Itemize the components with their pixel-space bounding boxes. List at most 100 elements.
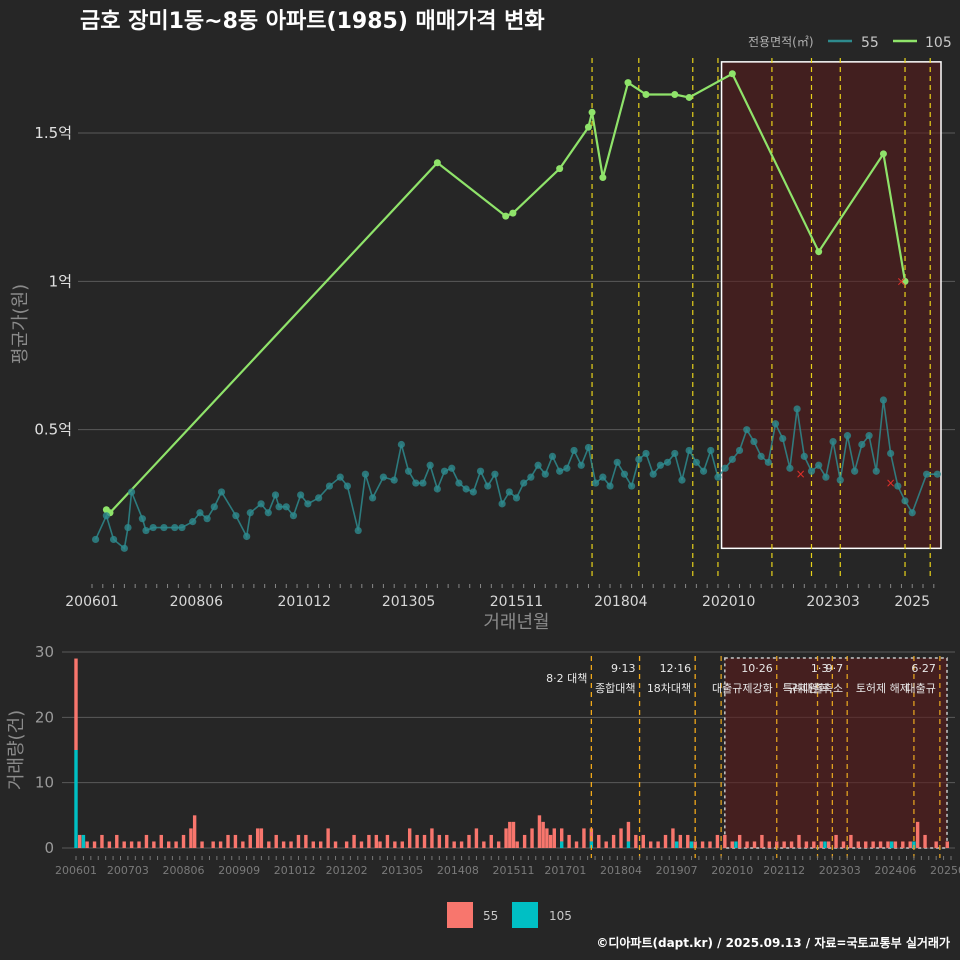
bar-55 [289, 841, 293, 848]
data-point-55 [426, 461, 434, 469]
y-tick-label: 0.5억 [34, 421, 72, 439]
bar-105 [626, 841, 631, 848]
data-point-55 [412, 479, 420, 487]
data-point-55 [109, 535, 118, 544]
data-point-55 [836, 476, 844, 484]
bar-105 [734, 841, 738, 848]
legend-bottom: 55 105 [447, 902, 572, 928]
data-point-55 [257, 500, 265, 508]
bar-55 [311, 841, 315, 848]
bar-55 [259, 828, 264, 848]
data-point-55 [887, 449, 895, 458]
bar-55 [626, 821, 631, 842]
bar-55 [437, 834, 442, 848]
bar-55 [92, 841, 97, 848]
x-tick-label: 201804 [600, 864, 642, 877]
bar-55 [189, 828, 193, 848]
bar-55 [723, 834, 727, 848]
min-marker: × [886, 476, 896, 490]
bar-55 [248, 834, 252, 848]
data-point-105 [556, 165, 564, 173]
data-point-55 [149, 523, 157, 532]
data-point-55 [757, 452, 765, 460]
data-point-55 [743, 426, 751, 434]
legend-bottom-swatch-55 [447, 902, 473, 928]
bar-55 [445, 834, 449, 848]
y-tick-label: 30 [35, 643, 54, 661]
bar-55 [100, 834, 104, 848]
x-tick-label: 201012 [278, 594, 331, 610]
bar-55 [226, 834, 230, 848]
data-point-55 [534, 461, 542, 469]
data-point-55 [721, 464, 729, 472]
bar-55 [775, 841, 779, 848]
bar-55 [641, 834, 645, 848]
bar-55 [192, 815, 197, 848]
chart-title: 금호 장미1동~8동 아파트(1985) 매매가격 변화 [80, 9, 545, 34]
data-point-55 [901, 497, 909, 505]
bar-55 [901, 841, 905, 848]
bar-55 [85, 841, 89, 848]
data-point-55 [656, 461, 664, 469]
x-axis-title: 거래년월 [483, 612, 549, 633]
bar-55 [400, 841, 404, 848]
bar-55 [834, 834, 838, 848]
bar-105 [589, 841, 594, 848]
policy-label-sub: 특례대출축소 [782, 682, 843, 695]
data-point-55 [800, 452, 808, 460]
bar-55 [211, 841, 215, 848]
data-point-55 [433, 485, 441, 493]
bar-55 [522, 834, 527, 848]
bar-55 [144, 834, 149, 848]
bar-55 [819, 841, 823, 848]
data-point-55 [635, 455, 643, 463]
bar-55 [812, 841, 816, 848]
bar-55 [611, 834, 616, 848]
data-point-55 [577, 461, 585, 469]
data-point-55 [462, 485, 470, 493]
data-point-55 [325, 482, 334, 490]
data-point-55 [829, 437, 837, 446]
bar-55 [548, 834, 553, 848]
x-tick-label: 200601 [55, 864, 97, 877]
bar-55 [686, 834, 690, 848]
bar-55 [385, 834, 390, 848]
data-point-55 [879, 396, 888, 404]
data-point-55 [354, 526, 362, 535]
bar-55 [871, 841, 875, 848]
bar-55 [767, 841, 772, 848]
data-point-55 [570, 446, 578, 455]
data-point-55 [649, 470, 657, 478]
legend-bottom-swatch-105 [512, 902, 538, 928]
bar-105 [81, 834, 86, 848]
bar-55 [504, 828, 508, 848]
data-point-55 [923, 470, 931, 478]
bar-55 [915, 821, 920, 848]
data-point-55 [707, 446, 715, 455]
bar-55 [255, 828, 260, 848]
bar-55 [326, 828, 330, 848]
data-point-105 [502, 212, 510, 220]
x-tick-label: 202303 [806, 594, 859, 610]
data-point-55 [178, 523, 186, 532]
x-tick-label: 201907 [656, 864, 698, 877]
data-point-55 [189, 518, 197, 526]
bar-55 [893, 841, 898, 848]
bar-55 [459, 841, 464, 848]
bar-55 [541, 821, 545, 848]
data-point-55 [142, 526, 150, 535]
bar-55 [304, 834, 308, 848]
bar-55 [200, 841, 204, 848]
data-point-55 [678, 476, 686, 484]
data-point-55 [343, 482, 352, 490]
data-point-55 [246, 509, 254, 517]
x-tick-label: 200703 [107, 864, 149, 877]
policy-label-sub: 대출규제강화 [712, 682, 773, 695]
data-point-55 [455, 479, 463, 487]
x-tick-label: 201305 [382, 594, 435, 610]
data-point-55 [699, 467, 708, 475]
data-point-55 [858, 440, 866, 449]
data-point-105 [901, 277, 909, 285]
x-tick-label: 201202 [326, 864, 368, 877]
